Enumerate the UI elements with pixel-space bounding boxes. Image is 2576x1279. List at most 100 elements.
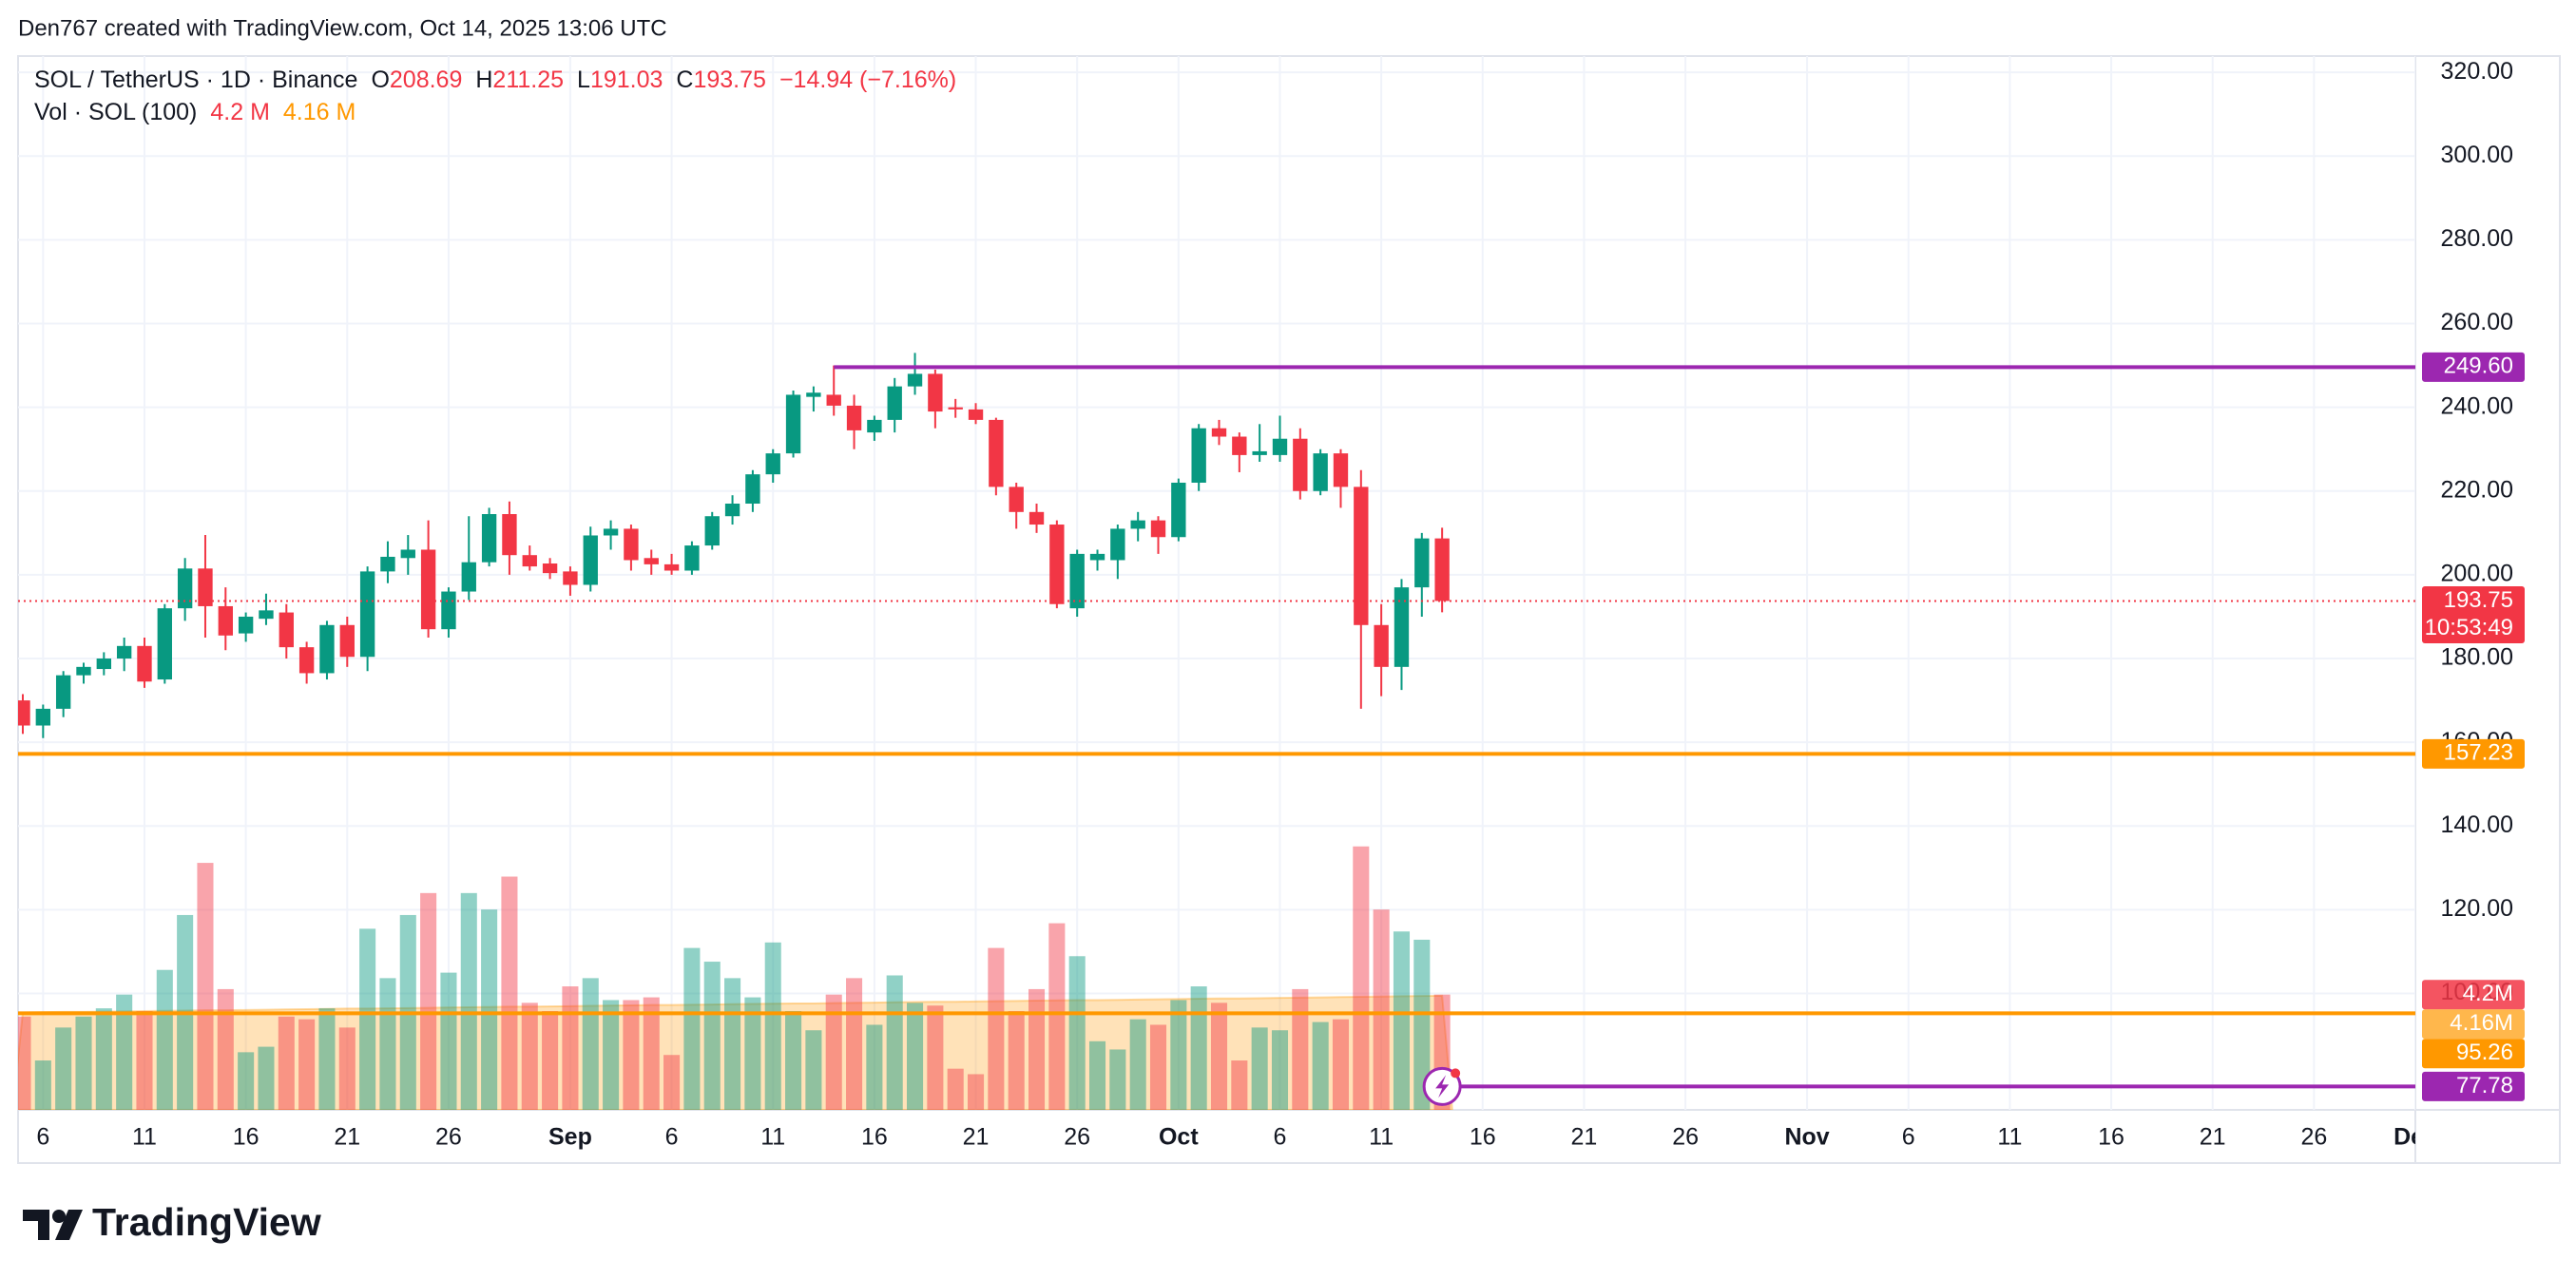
candle-body — [724, 504, 740, 517]
candle-body — [400, 549, 415, 559]
candle-body — [867, 419, 882, 433]
candle-body — [644, 558, 659, 564]
candle-body — [806, 392, 821, 397]
grid — [18, 56, 2415, 1110]
volume-bar — [703, 962, 721, 1110]
volume-bar — [562, 986, 579, 1110]
candle-body — [1191, 428, 1206, 483]
x-tick-label: 16 — [2098, 1124, 2124, 1151]
candle-body — [18, 700, 30, 726]
candle-body — [663, 563, 680, 571]
candle-body — [198, 568, 213, 606]
volume-bar — [1028, 988, 1046, 1110]
volume-bar — [217, 988, 234, 1110]
x-tick-label: 21 — [2200, 1124, 2226, 1151]
candle-body — [1232, 436, 1247, 455]
x-tick-label: 16 — [861, 1124, 888, 1151]
candle-body — [380, 556, 395, 572]
logo-icon — [52, 1210, 66, 1223]
legend-volume: Vol · SOL (100) 4.2 M 4.16 M — [34, 99, 356, 125]
volume-bar — [1149, 1024, 1167, 1110]
ohlc-value: 211.25 — [492, 67, 564, 93]
x-tick-label: 11 — [132, 1124, 157, 1151]
x-tick-label: 21 — [334, 1124, 360, 1151]
ohlc-key: L — [577, 67, 590, 93]
y-tick-label: 320.00 — [2441, 58, 2513, 85]
candle-body — [1171, 482, 1186, 538]
volume-bar — [116, 994, 133, 1110]
y-tick-label: 220.00 — [2441, 476, 2513, 503]
candle-body — [177, 568, 193, 609]
volume-value: 4.2 M — [210, 99, 270, 125]
attribution: Den767 created with TradingView.com, Oct… — [18, 15, 667, 41]
y-tick-label: 140.00 — [2441, 811, 2513, 838]
volume-bar — [197, 863, 214, 1110]
x-tick-label: 26 — [435, 1124, 462, 1151]
x-tick-label: Nov — [1784, 1124, 1829, 1151]
volume-bar — [542, 1011, 559, 1110]
price-badge — [2422, 1009, 2525, 1040]
candle-body — [96, 659, 112, 670]
candle-body — [846, 405, 862, 430]
candle-body — [1313, 453, 1328, 491]
candle-body — [157, 608, 172, 680]
candle-body — [1069, 553, 1085, 609]
volume-bar — [34, 1060, 51, 1110]
x-tick-label: Oct — [1159, 1124, 1199, 1151]
volume-bar — [521, 1002, 538, 1110]
x-tick-label: 6 — [665, 1124, 679, 1151]
volume-bar — [744, 997, 761, 1110]
volume-bar — [136, 1011, 153, 1110]
candle-body — [1354, 487, 1369, 625]
candle-body — [1414, 538, 1430, 588]
price-pane — [18, 353, 2415, 1106]
candle-body — [1374, 624, 1389, 667]
candle-body — [826, 394, 841, 406]
price-badge-label: 77.78 — [2456, 1073, 2513, 1098]
volume-bar — [1048, 923, 1066, 1110]
alert-dot — [1451, 1068, 1461, 1079]
y-tick-label: 180.00 — [2441, 644, 2513, 671]
volume-bar — [1109, 1049, 1126, 1110]
candle-body — [279, 612, 294, 648]
alert-icon-bolt — [1435, 1075, 1450, 1098]
volume-bar — [440, 972, 457, 1110]
candle-body — [765, 453, 780, 475]
volume-bar — [238, 1052, 255, 1110]
time-axis: 6 11 16 21 26 Sep 6 11 16 21 26 Oct 6 11 16 21 26 Nov 6 11 1… — [36, 1124, 2415, 1151]
candle-body — [1130, 520, 1145, 529]
candle-body — [948, 407, 963, 410]
volume-bar — [623, 1000, 640, 1110]
volume-bar — [1210, 1002, 1228, 1110]
candle-body — [298, 647, 315, 674]
price-badge — [2422, 738, 2525, 769]
volume-ma-area — [18, 994, 1453, 1110]
volume-bar — [278, 1016, 295, 1110]
x-tick-label: 16 — [1470, 1124, 1496, 1151]
candle-body — [542, 563, 558, 574]
x-tick-label: 6 — [36, 1124, 49, 1151]
volume-bar — [603, 1000, 620, 1110]
candle-body — [785, 394, 801, 454]
ohlc-value: 193.75 — [693, 67, 765, 93]
volume-bar — [1373, 909, 1390, 1110]
x-tick-label: 11 — [1369, 1124, 1394, 1151]
volume-bar — [501, 876, 518, 1110]
volume-bar — [1170, 1000, 1187, 1110]
candle-body — [704, 516, 720, 546]
candle-body — [116, 645, 132, 659]
volume-bar — [907, 1002, 924, 1110]
volume-title: Vol · SOL (100) — [34, 99, 197, 125]
x-tick-label: 26 — [1064, 1124, 1090, 1151]
candle-body — [1434, 538, 1450, 601]
volume-bar — [298, 1019, 316, 1110]
candle-body — [989, 419, 1004, 487]
candle-body — [55, 675, 71, 709]
candle-body — [441, 591, 456, 630]
volume-bar — [724, 978, 741, 1110]
ohlc-value: 208.69 — [390, 67, 462, 93]
candle-body — [1009, 487, 1024, 512]
volume-bar — [95, 1008, 112, 1110]
volume-bar — [18, 1016, 31, 1110]
